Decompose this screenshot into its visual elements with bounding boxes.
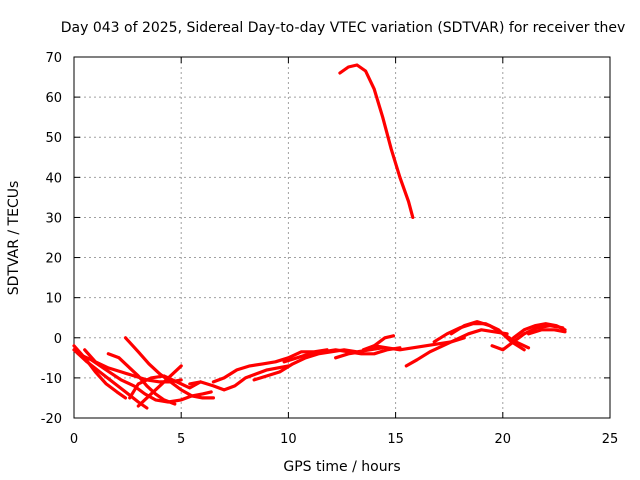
data-series — [72, 63, 567, 410]
x-tick-label: 15 — [387, 432, 404, 447]
series-line-track-21 — [526, 328, 567, 336]
series-line-track-9 — [128, 374, 203, 400]
y-tick-label: 30 — [45, 211, 62, 226]
plot-frame — [73, 56, 611, 419]
y-tick-label: 60 — [45, 91, 62, 106]
y-tick-label: 70 — [45, 51, 62, 66]
y-tick-labels: -20 -10 0 10 20 30 40 50 60 70 — [41, 51, 62, 427]
chart-title: Day 043 of 2025, Sidereal Day-to-day VTE… — [61, 20, 625, 36]
series-line-track-5 — [83, 348, 183, 384]
grid-lines — [74, 57, 610, 418]
axis-ticks — [73, 56, 611, 419]
series-line-track-20 — [511, 322, 567, 340]
y-tick-label: 10 — [45, 292, 62, 307]
x-tick-label: 20 — [495, 432, 512, 447]
y-tick-label: -20 — [41, 412, 62, 427]
series-line-track-13 — [282, 346, 402, 364]
series-line-track-8 — [136, 364, 183, 408]
series-line-track-10 — [188, 364, 290, 392]
x-tick-labels: 0 5 10 15 20 25 — [70, 432, 618, 447]
y-axis-label: SDTVAR / TECUs — [6, 181, 22, 296]
x-tick-label: 5 — [177, 432, 185, 447]
x-tick-label: 10 — [280, 432, 297, 447]
y-tick-label: 20 — [45, 252, 62, 267]
y-tick-label: 40 — [45, 171, 62, 186]
series-line-track-3 — [72, 348, 149, 410]
series-line-track-11 — [211, 348, 329, 384]
series-line-track-1 — [338, 63, 415, 219]
y-tick-label: 0 — [54, 332, 62, 347]
series-line-track-16 — [404, 328, 509, 368]
series-line-track-7 — [123, 336, 215, 400]
x-axis-label: GPS time / hours — [283, 459, 400, 475]
y-tick-label: -10 — [41, 372, 62, 387]
x-tick-label: 25 — [602, 432, 619, 447]
y-tick-label: 50 — [45, 131, 62, 146]
x-tick-label: 0 — [70, 432, 78, 447]
